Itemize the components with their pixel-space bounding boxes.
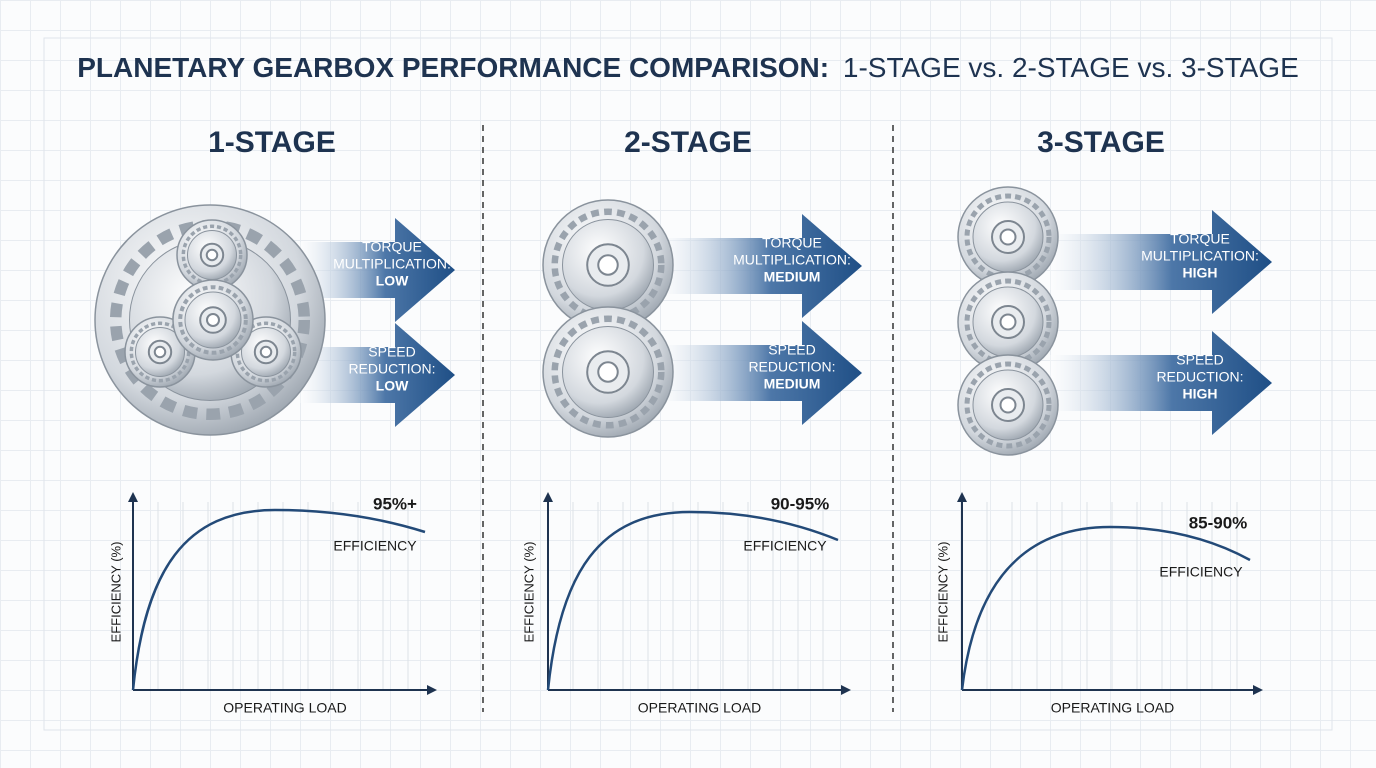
gear-bore bbox=[597, 254, 619, 276]
efficiency-label: EFFICIENCY bbox=[333, 538, 417, 554]
y-axis-label: EFFICIENCY (%) bbox=[108, 542, 123, 643]
y-arrowhead bbox=[957, 492, 967, 502]
x-arrowhead bbox=[841, 685, 851, 695]
y-arrowhead bbox=[543, 492, 553, 502]
gear-teeth bbox=[964, 361, 1052, 449]
frame bbox=[43, 37, 1333, 731]
arrow-label: SPEED bbox=[368, 344, 415, 360]
arrow bbox=[300, 323, 455, 427]
x-arrowhead bbox=[1253, 685, 1263, 695]
gear-teeth bbox=[235, 321, 297, 383]
x-axis-label: OPERATING LOAD bbox=[223, 700, 346, 716]
arrow-label: SPEED bbox=[768, 342, 815, 358]
title: PLANETARY GEARBOX PERFORMANCE COMPARISON… bbox=[77, 52, 1299, 83]
y-axis-label: EFFICIENCY (%) bbox=[935, 542, 950, 643]
arrow-level: HIGH bbox=[1183, 265, 1218, 281]
gear-bore bbox=[999, 396, 1017, 414]
arrow-level: LOW bbox=[376, 378, 409, 394]
arrow bbox=[1050, 331, 1272, 435]
gear bbox=[542, 306, 674, 438]
arrow bbox=[660, 321, 862, 425]
arrow bbox=[1050, 210, 1272, 314]
gear bbox=[542, 199, 674, 331]
efficiency-curve bbox=[960, 525, 1251, 691]
arrow bbox=[660, 214, 862, 318]
y-arrowhead bbox=[128, 492, 138, 502]
gear-teeth bbox=[178, 285, 248, 355]
gear-teeth bbox=[551, 315, 665, 429]
arrow-label: TORQUE bbox=[1170, 231, 1230, 247]
arrow-label: TORQUE bbox=[362, 239, 422, 255]
arrow-label: REDUCTION: bbox=[748, 359, 835, 375]
gear-bore bbox=[597, 361, 619, 383]
gear-bore bbox=[206, 313, 220, 327]
gear bbox=[957, 354, 1059, 456]
efficiency-label: EFFICIENCY bbox=[1159, 564, 1243, 580]
arrow-label: MULTIPLICATION: bbox=[1141, 248, 1259, 264]
efficiency-value: 85-90% bbox=[1189, 513, 1248, 532]
efficiency-label: EFFICIENCY bbox=[743, 538, 827, 554]
arrow-label: MULTIPLICATION: bbox=[733, 252, 851, 268]
x-arrowhead bbox=[427, 685, 437, 695]
gear-bore bbox=[999, 228, 1017, 246]
arrow-label: TORQUE bbox=[762, 235, 822, 251]
arrow-level: HIGH bbox=[1183, 386, 1218, 402]
title-bold: PLANETARY GEARBOX PERFORMANCE COMPARISON… bbox=[77, 52, 829, 83]
arrow-label: REDUCTION: bbox=[1156, 369, 1243, 385]
title-regular: 1-STAGE vs. 2-STAGE vs. 3-STAGE bbox=[843, 52, 1299, 83]
gear-bore bbox=[205, 248, 219, 262]
arrow-level: MEDIUM bbox=[764, 269, 821, 285]
gear bbox=[172, 279, 254, 361]
arrow-label: MULTIPLICATION: bbox=[333, 256, 451, 272]
gear bbox=[176, 219, 248, 291]
x-axis-label: OPERATING LOAD bbox=[638, 700, 761, 716]
panel-title: 2-STAGE bbox=[624, 126, 752, 159]
gear bbox=[957, 186, 1059, 288]
efficiency-curve bbox=[546, 510, 839, 691]
efficiency-curve bbox=[131, 508, 426, 691]
panels: 1-STAGETORQUEMULTIPLICATION:LOWSPEEDREDU… bbox=[94, 126, 1272, 716]
arrow bbox=[300, 218, 455, 322]
panel-title: 1-STAGE bbox=[208, 126, 336, 159]
gear-bore bbox=[999, 313, 1017, 331]
gear-bore bbox=[153, 345, 167, 359]
arrow-label: SPEED bbox=[1176, 352, 1223, 368]
efficiency-value: 90-95% bbox=[771, 494, 830, 513]
arrow-level: LOW bbox=[376, 273, 409, 289]
arrow-level: MEDIUM bbox=[764, 376, 821, 392]
gear-bore bbox=[259, 345, 273, 359]
efficiency-value: 95%+ bbox=[373, 494, 417, 513]
y-axis-label: EFFICIENCY (%) bbox=[521, 542, 536, 643]
x-axis-label: OPERATING LOAD bbox=[1051, 700, 1174, 716]
arrow-label: REDUCTION: bbox=[348, 361, 435, 377]
panel-title: 3-STAGE bbox=[1037, 126, 1165, 159]
